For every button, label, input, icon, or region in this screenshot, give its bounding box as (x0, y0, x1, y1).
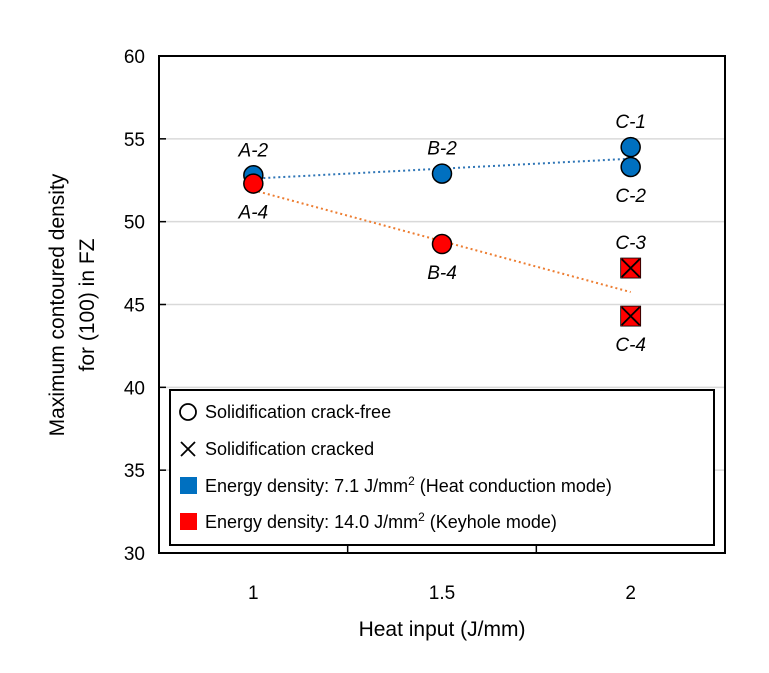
data-point-B-2 (431, 163, 453, 184)
legend-box (169, 389, 715, 546)
point-cross (621, 258, 641, 278)
data-point-C-2 (620, 156, 641, 178)
x-tick-label: 1.5 (429, 583, 455, 604)
point-label-B-2: B-2 (427, 139, 457, 160)
y-tick-label: 35 (124, 461, 145, 482)
point-label-C-2: C-2 (615, 186, 646, 207)
point-labels: A-2 B-2 C-1 C-2 A-4 B-4 C-3 C-4 (238, 112, 647, 356)
point-label-C-4: C-4 (615, 335, 646, 356)
point-label-A-4: A-4 (238, 203, 269, 224)
legend-red-square-icon (180, 513, 197, 530)
point-cross (621, 306, 641, 326)
y-tick-label: 60 (124, 47, 145, 68)
data-point-C-4 (620, 305, 642, 327)
y-axis-label-line2: for (100) in FZ (76, 238, 99, 371)
data-point-C-1 (620, 136, 641, 158)
point-label-B-4: B-4 (427, 263, 457, 284)
data-point-C-3 (620, 257, 642, 279)
x-tick-label: 1 (248, 583, 259, 604)
point-label-C-1: C-1 (615, 112, 646, 133)
point-label-A-2: A-2 (238, 140, 269, 161)
y-tick-label: 30 (124, 544, 145, 565)
y-tick-label: 45 (124, 296, 145, 317)
legend-entry-heat-conduction: Energy density: 7.1 J/mm2 (Heat conducti… (205, 474, 612, 496)
legend-blue-square-icon (180, 477, 197, 494)
legend-entry-cracked: Solidification cracked (205, 439, 374, 459)
data-point-B-4 (431, 233, 453, 255)
y-tick-label: 40 (124, 378, 145, 399)
x-tick-label: 2 (625, 583, 636, 604)
y-tick-label: 50 (124, 213, 145, 234)
axis-ticks: 30 35 40 45 50 55 60 1 1.5 2 (124, 47, 636, 604)
legend-x-icon (180, 441, 196, 457)
data-points (243, 136, 642, 327)
x-axis-label: Heat input (J/mm) (359, 618, 526, 641)
legend-entry-keyhole: Energy density: 14.0 J/mm2 (Keyhole mode… (205, 510, 557, 532)
data-point-A-4 (243, 173, 264, 194)
legend-open-circle-icon (179, 403, 197, 421)
y-axis-label-line1: Maximum contoured density (46, 173, 69, 436)
point-label-C-3: C-3 (615, 233, 646, 254)
legend: Solidification crack-free Solidification… (169, 389, 715, 546)
y-tick-label: 55 (124, 130, 145, 151)
legend-entry-crack-free: Solidification crack-free (205, 402, 391, 422)
